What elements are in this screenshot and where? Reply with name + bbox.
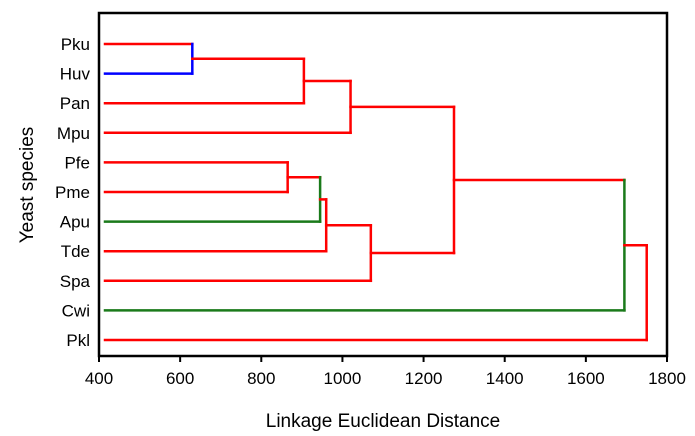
plot-frame (97, 11, 669, 358)
x-tick-label-400: 400 (85, 369, 113, 388)
leaf-label-huv: Huv (60, 65, 91, 84)
x-tick-label-600: 600 (166, 369, 194, 388)
leaf-label-pfe: Pfe (64, 153, 90, 172)
leaf-label-mpu: Mpu (57, 124, 90, 143)
x-tick-label-1400: 1400 (486, 369, 524, 388)
x-axis-ticks: 400 600 800 1000 1200 1400 1600 1800 (85, 356, 686, 388)
leaf-label-tde: Tde (61, 242, 90, 261)
y-axis-title: Yeast species (17, 127, 38, 244)
leaf-label-pku: Pku (61, 35, 90, 54)
leaf-label-spa: Spa (60, 272, 91, 291)
leaf-label-pan: Pan (60, 94, 90, 113)
x-tick-label-800: 800 (247, 369, 275, 388)
x-tick-label-1600: 1600 (567, 369, 605, 388)
leaf-labels: Pku Huv Pan Mpu Pfe Pme Apu Tde Spa Cwi Pkl (55, 35, 91, 350)
leaf-label-pme: Pme (55, 183, 90, 202)
x-axis-title: Linkage Euclidean Distance (266, 411, 501, 432)
x-tick-label-1000: 1000 (324, 369, 362, 388)
leaf-label-pkl: Pkl (66, 331, 90, 350)
dendrogram-branches (103, 42, 648, 342)
leaf-label-apu: Apu (60, 213, 90, 232)
leaf-label-cwi: Cwi (62, 301, 90, 320)
x-tick-label-1800: 1800 (648, 369, 686, 388)
x-tick-label-1200: 1200 (405, 369, 443, 388)
